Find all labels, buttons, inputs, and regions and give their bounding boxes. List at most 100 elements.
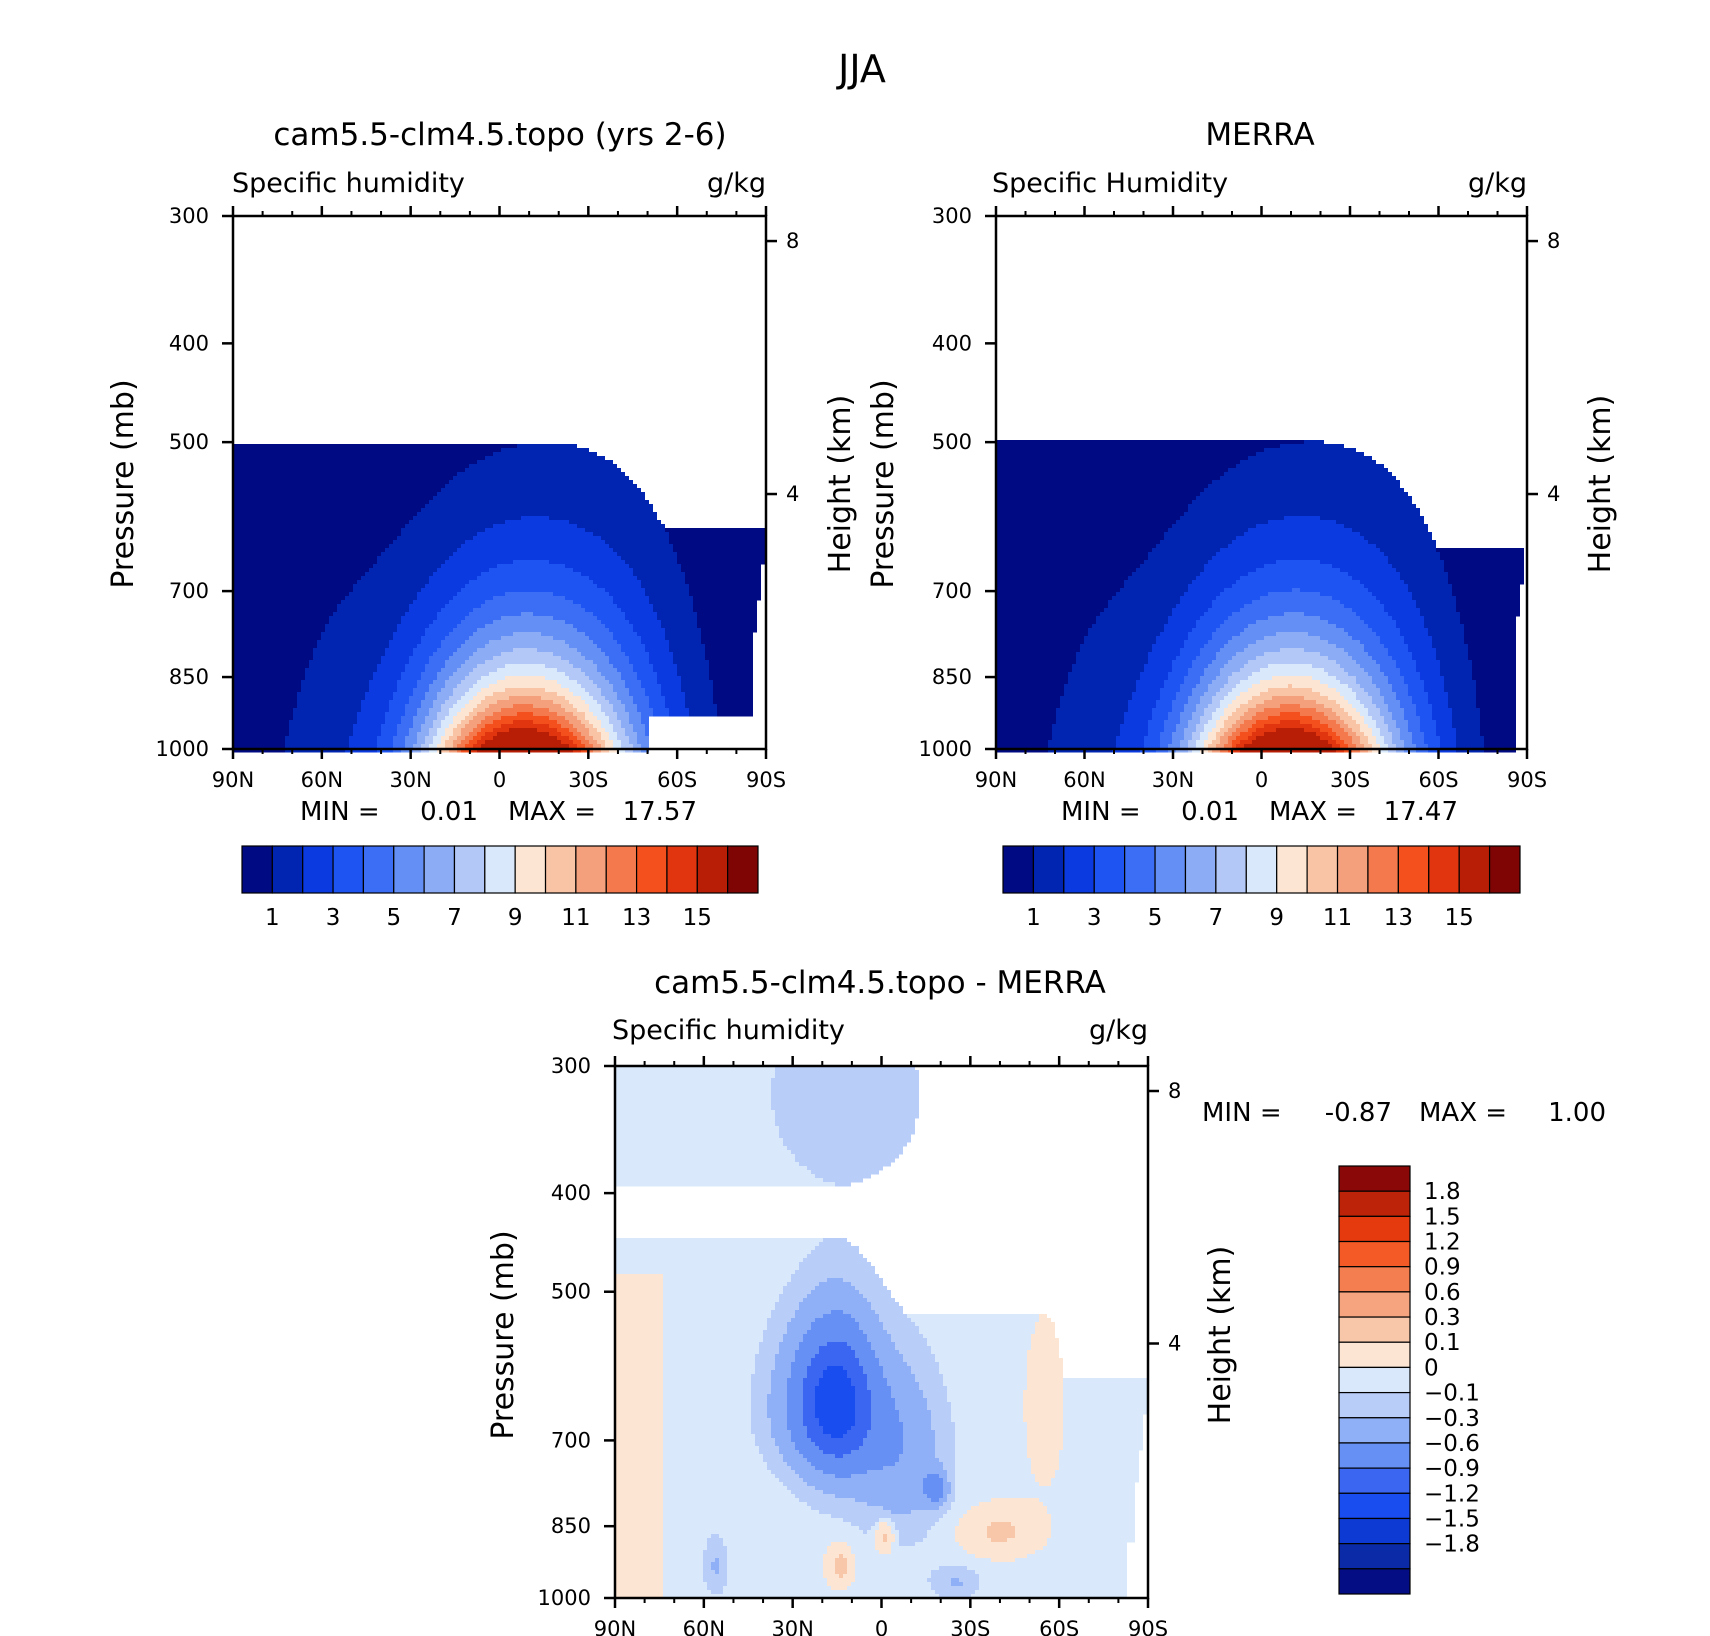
y-right-tick-label: 8	[1547, 229, 1560, 253]
colorbar-swatch	[1338, 1341, 1411, 1369]
contour-field	[615, 1066, 1147, 1599]
contour-field	[996, 440, 1524, 753]
y-right-tick-label: 4	[1547, 482, 1560, 506]
colorbar: 1 3 5 7 9 11 13 15	[1002, 845, 1521, 931]
y-tick-label: 850	[551, 1514, 591, 1538]
panel-model: cam5.5-clm4.5.topo (yrs 2-6) Specific hu…	[106, 117, 858, 931]
colorbar-swatch	[1338, 1291, 1411, 1318]
x-tick-label: 60S	[1039, 1617, 1079, 1636]
max-value: 17.47	[1384, 797, 1458, 827]
min-label: MIN =	[1202, 1098, 1282, 1128]
colorbar: 1.81.51.20.90.60.30.10−0.1−0.3−0.6−0.9−1…	[1338, 1165, 1480, 1595]
y-tick-label: 850	[932, 665, 972, 689]
colorbar-swatch	[605, 845, 638, 894]
colorbar-swatch	[1338, 1517, 1411, 1545]
colorbar-swatch	[1367, 845, 1399, 894]
max-label: MAX =	[1269, 797, 1357, 827]
colorbar-swatch	[1306, 845, 1339, 894]
variable-label: Specific humidity	[232, 168, 465, 199]
colorbar-label: 13	[622, 905, 651, 931]
y-tick-label: 300	[169, 204, 209, 228]
x-tick-label: 60S	[657, 768, 697, 792]
y-axis-right-label: Height (km)	[823, 395, 858, 574]
x-tick-label: 30S	[950, 1617, 990, 1636]
colorbar-label: 5	[386, 905, 401, 931]
colorbar-swatch	[271, 845, 304, 894]
colorbar-swatch	[1154, 845, 1187, 894]
colorbar-swatch	[635, 845, 668, 894]
panel-difference: cam5.5-clm4.5.topo - MERRA Specific humi…	[486, 965, 1606, 1636]
panel-title: cam5.5-clm4.5.topo (yrs 2-6)	[273, 117, 726, 153]
max-label: MAX =	[1419, 1098, 1507, 1128]
colorbar-swatch	[453, 845, 486, 894]
colorbar-label: 1.2	[1424, 1230, 1461, 1256]
colorbar-swatch	[666, 845, 698, 894]
y-tick-label: 700	[932, 579, 972, 603]
colorbar-label: −1.5	[1424, 1506, 1480, 1532]
colorbar-label: 0.3	[1424, 1305, 1461, 1331]
colorbar-swatch	[1338, 1190, 1411, 1217]
colorbar-label: 7	[1209, 905, 1224, 931]
x-tick-label: 90S	[746, 768, 786, 792]
colorbar-swatch	[1338, 1492, 1411, 1520]
colorbar-swatch	[1124, 845, 1156, 894]
colorbar-swatch	[1338, 1240, 1411, 1268]
colorbar-label: −0.1	[1424, 1381, 1480, 1407]
colorbar-swatch	[1428, 845, 1460, 894]
colorbar-label: 0.1	[1424, 1330, 1461, 1356]
colorbar-swatch	[1338, 1417, 1411, 1444]
colorbar-swatch	[302, 845, 334, 894]
max-value: 17.57	[623, 797, 697, 827]
colorbar-label: 5	[1148, 905, 1163, 931]
y-tick-label: 500	[169, 430, 209, 454]
y-right-tick-label: 4	[786, 482, 799, 506]
y-tick-label: 400	[551, 1181, 591, 1205]
x-tick-label: 90N	[212, 768, 254, 792]
x-tick-label: 0	[875, 1617, 888, 1636]
colorbar-swatch	[1338, 1366, 1411, 1394]
colorbar-swatch	[1338, 1215, 1411, 1243]
figure-title: JJA	[836, 47, 886, 91]
colorbar-swatch	[696, 845, 729, 894]
max-value: 1.00	[1548, 1098, 1606, 1128]
x-tick-label: 60N	[1063, 768, 1105, 792]
colorbar-label: 0.9	[1424, 1255, 1461, 1281]
colorbar-swatch	[1338, 1568, 1411, 1595]
colorbar-swatch	[1215, 845, 1247, 894]
colorbar-swatch	[393, 845, 425, 894]
min-label: MIN =	[300, 797, 380, 827]
colorbar-swatch	[1338, 1543, 1411, 1570]
min-value: -0.87	[1325, 1098, 1392, 1128]
y-axis-label: Pressure (mb)	[486, 1230, 521, 1439]
x-tick-label: 60S	[1418, 768, 1458, 792]
y-tick-label: 400	[169, 331, 209, 355]
x-tick-label: 90S	[1507, 768, 1547, 792]
max-label: MAX =	[508, 797, 596, 827]
y-tick-label: 500	[932, 430, 972, 454]
y-axis-right-label: Height (km)	[1203, 1246, 1238, 1425]
y-tick-label: 300	[932, 204, 972, 228]
y-tick-label: 300	[551, 1054, 591, 1078]
colorbar-swatch	[1338, 1442, 1411, 1469]
x-tick-label: 30S	[568, 768, 608, 792]
y-axis-label: Pressure (mb)	[866, 379, 901, 588]
colorbar-label: 11	[1323, 905, 1352, 931]
y-tick-label: 850	[169, 665, 209, 689]
colorbar-swatch	[1458, 845, 1491, 894]
units-label: g/kg	[707, 168, 766, 199]
x-tick-label: 30N	[389, 768, 431, 792]
colorbar-label: 3	[326, 905, 341, 931]
colorbar-label: −0.3	[1424, 1406, 1480, 1432]
min-value: 0.01	[1181, 797, 1239, 827]
colorbar-swatch	[241, 845, 273, 894]
axes: 90N 60N 30N 0 30S 60S 90S 300 400 500 700 850 1000 8 4	[919, 204, 1561, 792]
y-right-tick-label: 8	[786, 229, 799, 253]
y-right-tick-label: 8	[1168, 1079, 1181, 1103]
colorbar-label: 0	[1424, 1355, 1439, 1381]
x-tick-label: 90S	[1128, 1617, 1168, 1636]
y-tick-label: 700	[169, 579, 209, 603]
colorbar-swatch	[1488, 845, 1521, 894]
colorbar-swatch	[362, 845, 395, 894]
variable-label: Specific Humidity	[992, 168, 1228, 199]
